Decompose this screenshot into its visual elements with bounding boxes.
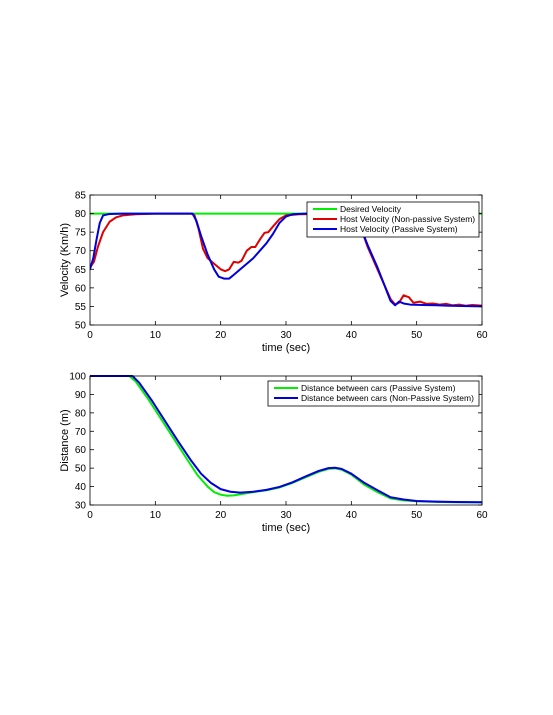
x-tick-label: 40 xyxy=(346,510,358,521)
legend-label-distance-passive: Distance between cars (Passive System) xyxy=(301,383,456,393)
x-tick-label: 60 xyxy=(476,330,488,341)
x-tick-label: 50 xyxy=(411,330,423,341)
x-tick-label: 10 xyxy=(150,330,162,341)
x-tick-label: 50 xyxy=(411,510,423,521)
y-tick-label: 70 xyxy=(75,246,87,257)
y-tick-label: 55 xyxy=(75,302,87,313)
x-tick-label: 30 xyxy=(280,330,292,341)
y-tick-label: 100 xyxy=(69,372,86,383)
velocity-chart: 0 10 20 30 40 50 60 50 55 60 65 70 75 80 85 time (sec) V… xyxy=(59,191,488,355)
x-tick-label: 10 xyxy=(150,510,162,521)
x-tick-label: 30 xyxy=(280,510,292,521)
legend-label-host-velocity-non-passive: Host Velocity (Non-passive System) xyxy=(340,214,475,224)
legend-label-desired-velocity: Desired Velocity xyxy=(340,204,402,214)
y-tick-label: 65 xyxy=(75,265,87,276)
y-axis-label: Velocity (Km/h) xyxy=(59,223,71,297)
legend: Distance between cars (Passive System)Di… xyxy=(267,380,480,407)
x-axis-label: time (sec) xyxy=(262,342,310,354)
y-tick-label: 90 xyxy=(75,390,87,401)
legend-label-host-velocity-passive: Host Velocity (Passive System) xyxy=(340,224,458,234)
y-tick-label: 70 xyxy=(75,427,87,438)
x-axis-label: time (sec) xyxy=(262,522,310,534)
y-tick-label: 40 xyxy=(75,482,87,493)
x-tick-label: 0 xyxy=(87,330,93,341)
y-tick-label: 50 xyxy=(75,321,87,332)
x-tick-label: 0 xyxy=(87,510,93,521)
y-tick-label: 85 xyxy=(75,191,87,202)
distance-chart: 0 10 20 30 40 50 60 30 40 50 60 70 80 90 100 time (sec)… xyxy=(59,372,488,535)
legend-label-distance-non-passive: Distance between cars (Non-Passive Syste… xyxy=(301,393,474,403)
y-tick-label: 80 xyxy=(75,408,87,419)
y-tick-label: 30 xyxy=(75,501,87,512)
legend-box xyxy=(267,380,480,407)
y-axis-label: Distance (m) xyxy=(59,409,71,471)
y-tick-label: 60 xyxy=(75,283,87,294)
x-tick-label: 60 xyxy=(476,510,488,521)
x-tick-label: 20 xyxy=(215,330,227,341)
y-tick-label: 80 xyxy=(75,209,87,220)
series-line-host-velocity-passive xyxy=(90,212,482,308)
x-tick-label: 40 xyxy=(346,330,358,341)
y-tick-label: 50 xyxy=(75,464,87,475)
series-line-distance-non-passive xyxy=(90,375,482,504)
y-tick-label: 75 xyxy=(75,228,87,239)
x-tick-label: 20 xyxy=(215,510,227,521)
y-tick-label: 60 xyxy=(75,445,87,456)
